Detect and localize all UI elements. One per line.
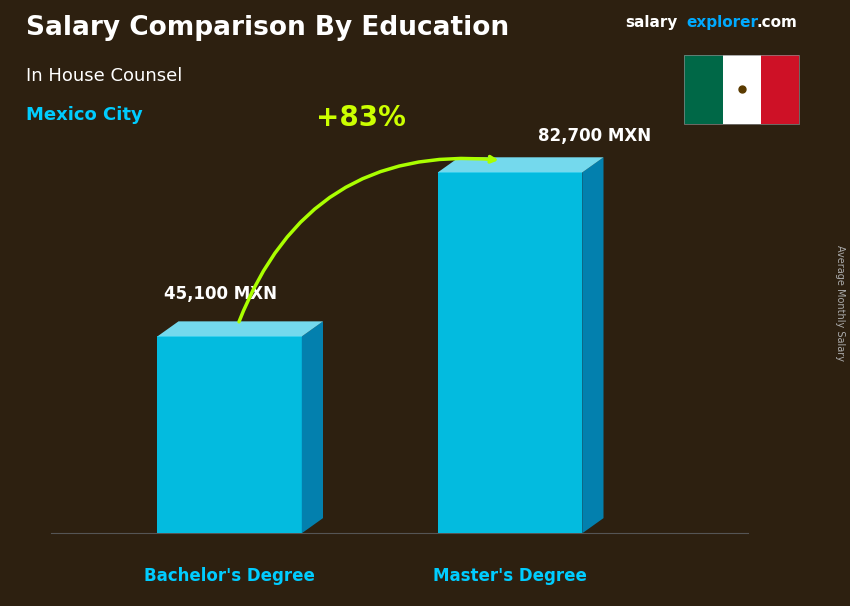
Text: Salary Comparison By Education: Salary Comparison By Education [26,15,508,41]
Polygon shape [438,173,582,533]
Text: explorer: explorer [687,15,759,30]
Text: 82,700 MXN: 82,700 MXN [538,127,652,145]
Text: Average Monthly Salary: Average Monthly Salary [835,245,845,361]
FancyBboxPatch shape [722,55,761,124]
Polygon shape [582,158,603,533]
Polygon shape [302,321,323,533]
Text: Mexico City: Mexico City [26,106,142,124]
Polygon shape [438,158,604,173]
Text: .com: .com [756,15,797,30]
Text: In House Counsel: In House Counsel [26,67,182,85]
Text: Bachelor's Degree: Bachelor's Degree [144,567,315,585]
FancyBboxPatch shape [684,55,722,124]
Text: salary: salary [625,15,677,30]
Text: 45,100 MXN: 45,100 MXN [165,285,277,303]
Text: Master's Degree: Master's Degree [433,567,587,585]
Polygon shape [157,336,302,533]
Polygon shape [157,321,323,336]
FancyBboxPatch shape [761,55,799,124]
Text: +83%: +83% [316,104,406,132]
